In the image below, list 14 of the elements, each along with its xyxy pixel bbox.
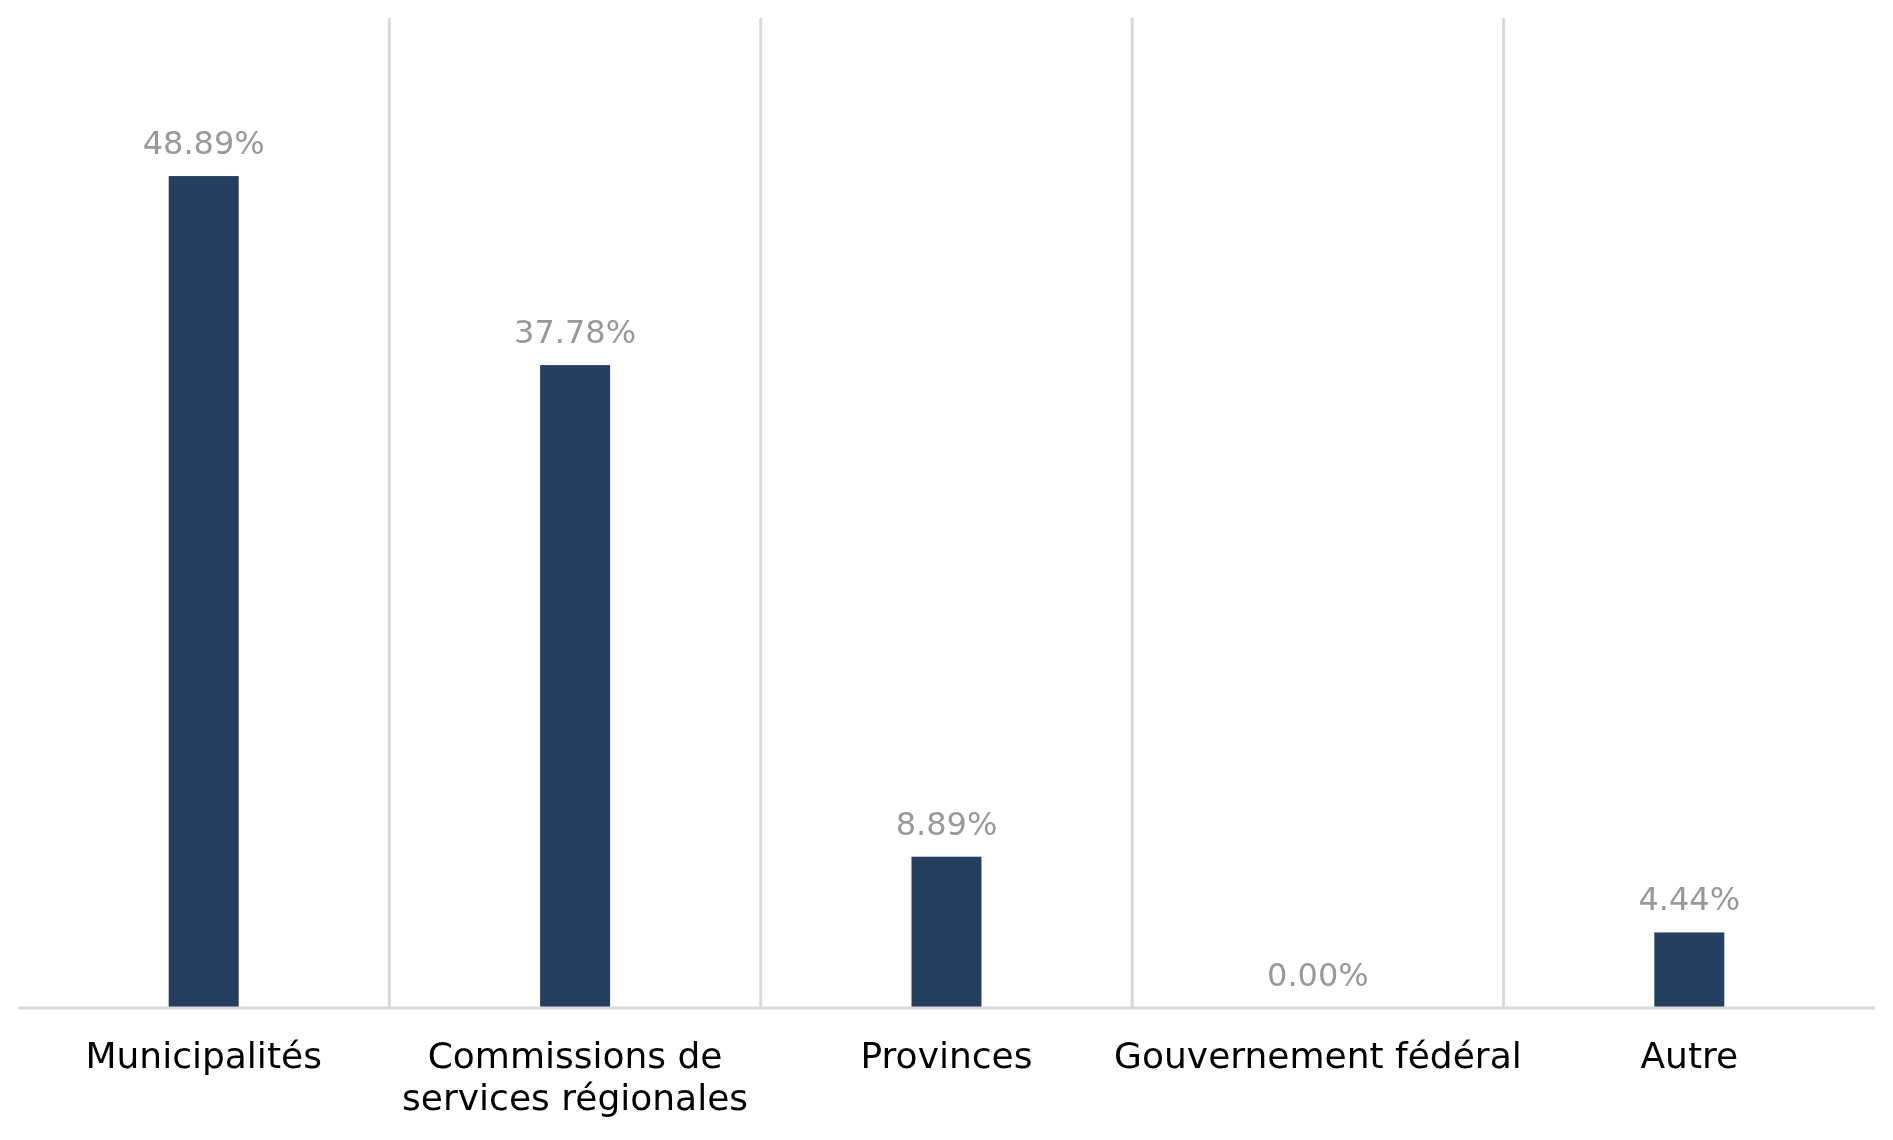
bar [540,365,611,1008]
bar [1654,932,1725,1008]
x-tick-label: Commissions de services régionales [402,1035,749,1118]
x-tick-label: Municipalités [85,1035,322,1076]
x-tick-label: Gouvernement fédéral [1114,1035,1522,1076]
x-tick-label: Provinces [860,1035,1033,1076]
data-label: 37.78% [514,313,637,352]
bar [911,856,982,1008]
bar [168,176,239,1008]
data-label: 8.89% [895,804,998,843]
data-label: 4.44% [1638,880,1741,919]
data-label: 48.89% [142,124,265,163]
data-label: 0.00% [1267,956,1369,994]
x-tick-label: Autre [1640,1035,1739,1076]
